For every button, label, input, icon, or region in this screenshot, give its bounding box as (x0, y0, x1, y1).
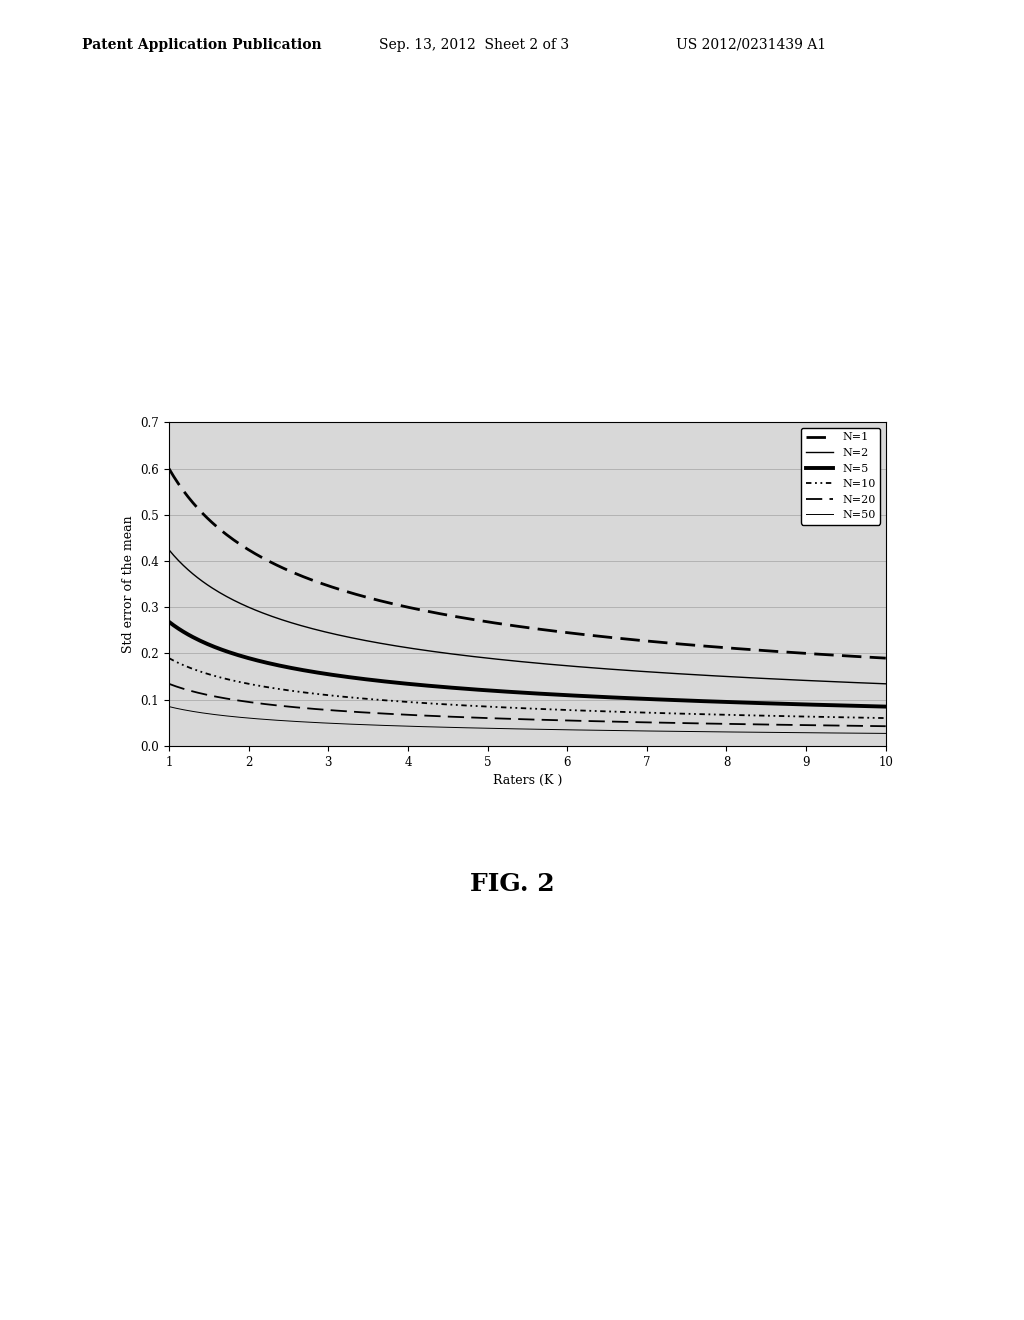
Text: FIG. 2: FIG. 2 (470, 873, 554, 896)
Legend: N=1, N=2, N=5, N=10, N=20, N=50: N=1, N=2, N=5, N=10, N=20, N=50 (801, 428, 881, 524)
X-axis label: Raters (K ): Raters (K ) (493, 774, 562, 787)
Text: US 2012/0231439 A1: US 2012/0231439 A1 (676, 38, 826, 51)
Y-axis label: Std error of the mean: Std error of the mean (122, 515, 135, 653)
Text: Patent Application Publication: Patent Application Publication (82, 38, 322, 51)
Text: Sep. 13, 2012  Sheet 2 of 3: Sep. 13, 2012 Sheet 2 of 3 (379, 38, 569, 51)
